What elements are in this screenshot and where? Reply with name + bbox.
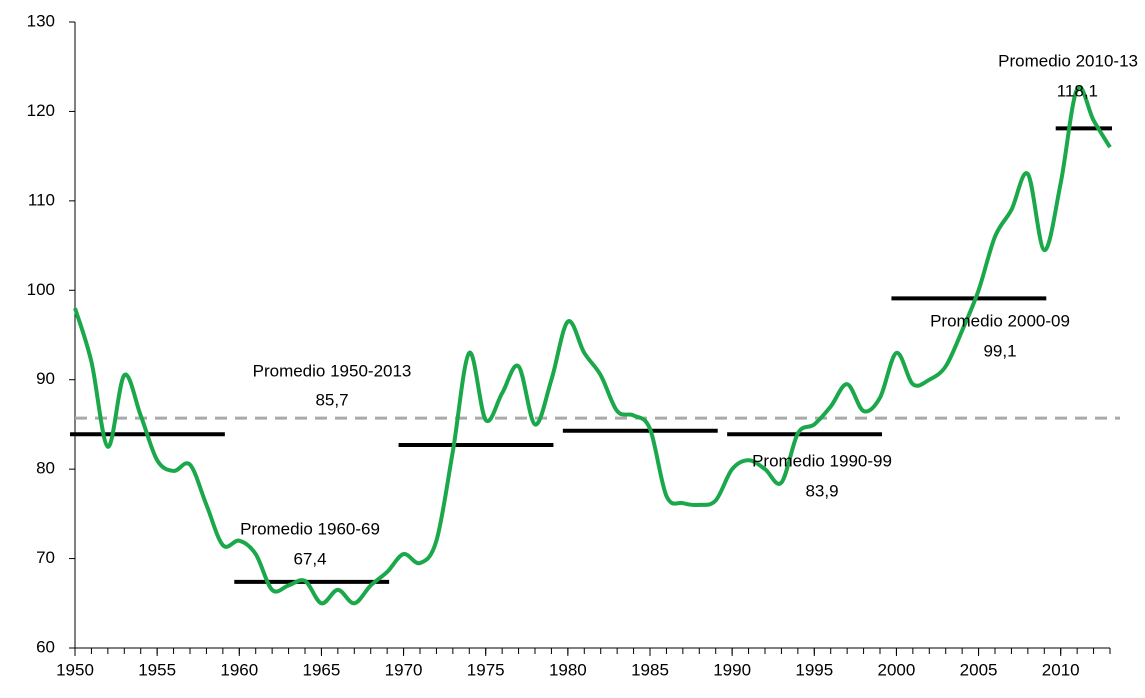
x-tick-label: 2010 <box>1042 660 1080 679</box>
period-average-value: 99,1 <box>983 341 1016 360</box>
x-tick-label: 1975 <box>467 660 505 679</box>
x-tick-label: 2000 <box>878 660 916 679</box>
y-tick-label: 70 <box>36 548 55 567</box>
y-tick-label: 110 <box>28 190 55 209</box>
period-average-label: Promedio 1960-69 <box>240 519 380 538</box>
y-tick-label: 60 <box>36 637 55 656</box>
period-average-value: 83,9 <box>805 481 838 500</box>
y-tick-label: 80 <box>36 459 55 478</box>
period-average-label: Promedio 2010-13 <box>998 51 1138 70</box>
y-tick-label: 90 <box>36 369 55 388</box>
series-line <box>73 85 1112 606</box>
x-tick-label: 1980 <box>549 660 587 679</box>
period-average-value: 67,4 <box>293 549 326 568</box>
y-tick-label: 100 <box>27 280 55 299</box>
period-average-label: Promedio 1990-99 <box>752 451 892 470</box>
x-tick-label: 1950 <box>56 660 94 679</box>
period-average-label: Promedio 2000-09 <box>930 311 1070 330</box>
y-tick-label: 120 <box>27 101 55 120</box>
overall-average-label: Promedio 1950-2013 <box>253 361 412 380</box>
period-average-value: 118,1 <box>1057 81 1098 100</box>
x-tick-label: 1960 <box>220 660 258 679</box>
x-tick-label: 1955 <box>138 660 176 679</box>
x-tick-label: 1990 <box>713 660 751 679</box>
x-tick-label: 2005 <box>960 660 998 679</box>
x-tick-label: 1995 <box>795 660 833 679</box>
x-tick-label: 1965 <box>303 660 341 679</box>
y-tick-label: 130 <box>27 11 55 30</box>
x-tick-label: 1985 <box>631 660 669 679</box>
overall-average-value: 85,7 <box>315 390 348 409</box>
x-tick-label: 1970 <box>385 660 423 679</box>
